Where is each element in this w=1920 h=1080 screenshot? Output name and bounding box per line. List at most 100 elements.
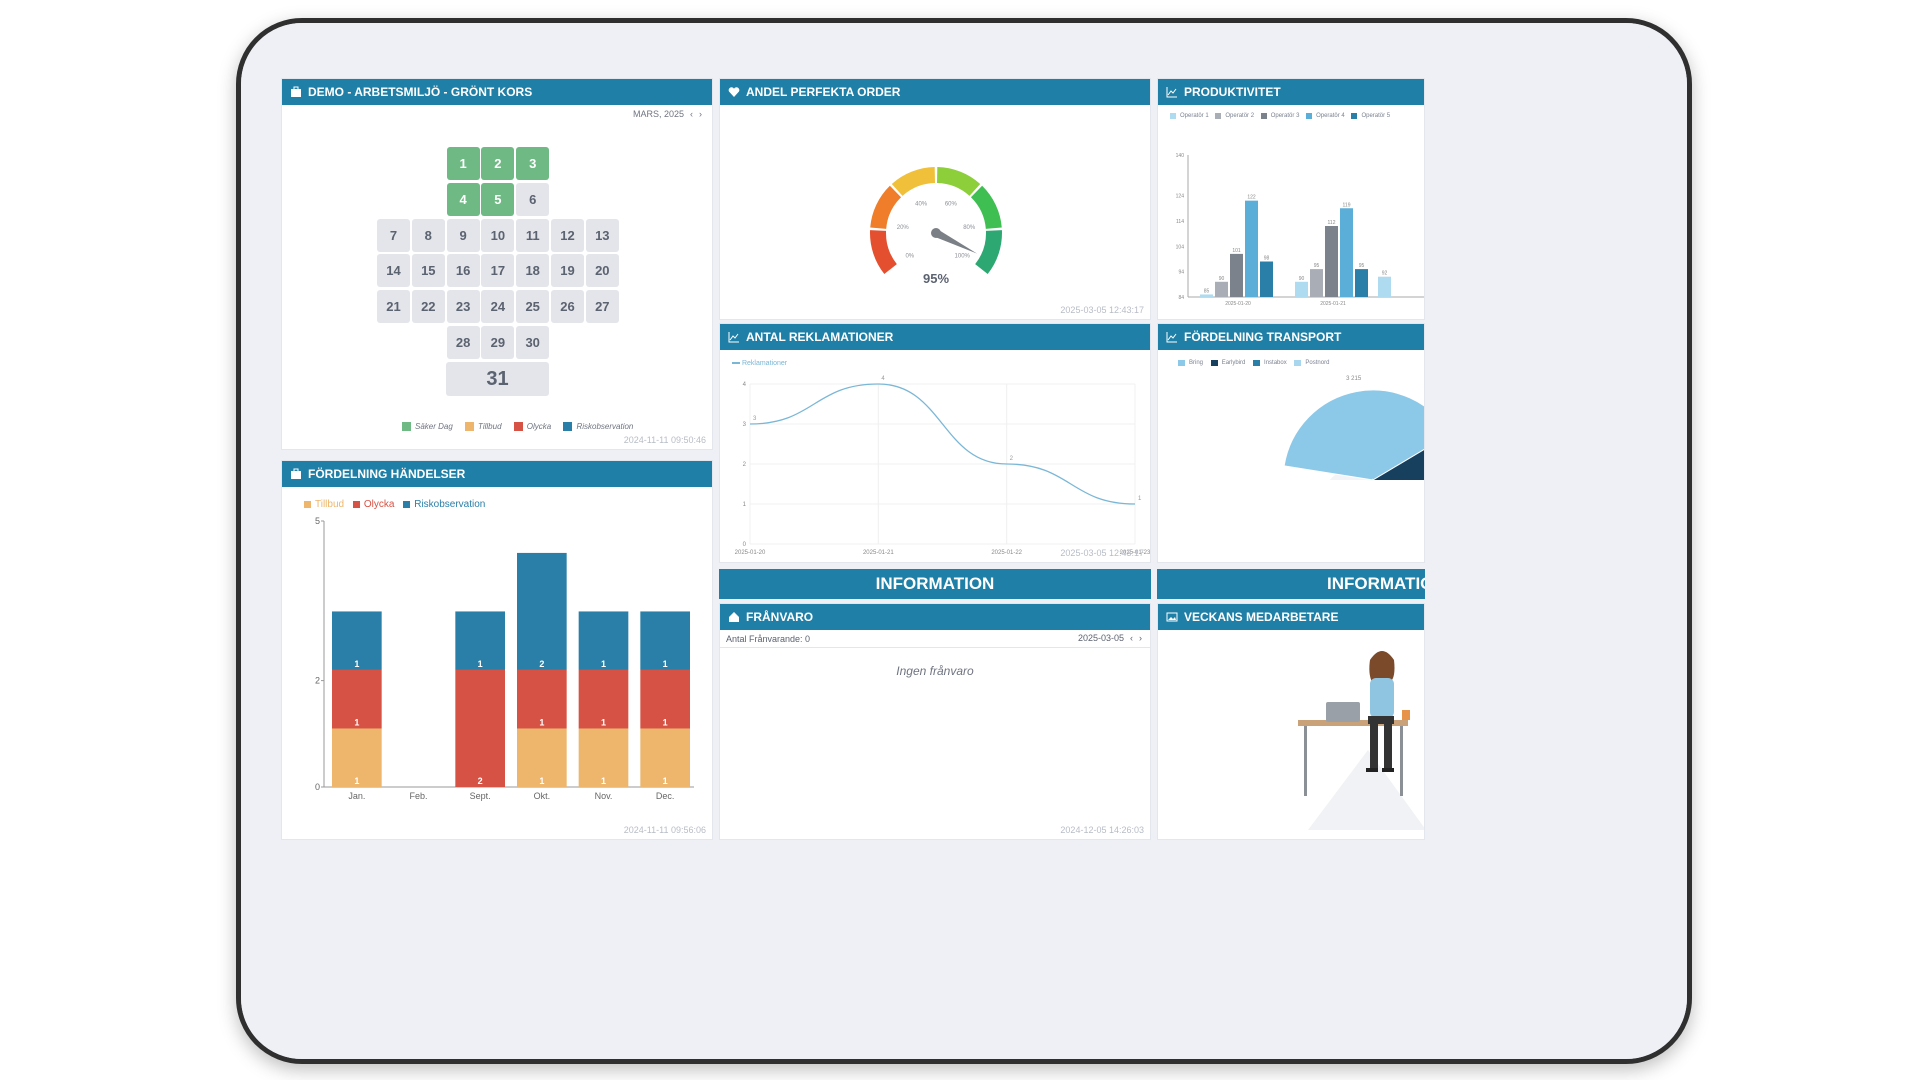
gauge-segment xyxy=(970,185,1002,230)
x-tick-label: 2025-01-22 xyxy=(991,550,1022,556)
productivity-chart: 84 94 104 114 124 140 85 90 101 122 98 2025-01-20 90… xyxy=(1176,153,1424,307)
x-tick-label: Dec. xyxy=(656,791,675,801)
bar-data-label: 95 xyxy=(1314,263,1320,269)
absence-prev-button[interactable]: ‹ xyxy=(1130,633,1133,643)
legend-label: Olycka xyxy=(363,499,395,510)
gauge-tick-label: 100% xyxy=(955,254,971,260)
bar xyxy=(1260,261,1273,297)
gauge-hub xyxy=(931,228,941,238)
calendar-day[interactable]: 25 xyxy=(516,290,550,324)
calendar-day[interactable]: 8 xyxy=(411,218,445,252)
bar-data-label: 90 xyxy=(1219,276,1225,282)
calendar-day[interactable]: 30 xyxy=(516,326,550,359)
calendar-day[interactable]: 9 xyxy=(446,218,480,252)
perfect-order-timestamp: 2025-03-05 12:43:17 xyxy=(1060,305,1144,315)
calendar-day[interactable]: 22 xyxy=(411,290,445,324)
calendar-day[interactable]: 2 xyxy=(481,147,515,180)
bar-data-label: 119 xyxy=(1343,202,1351,208)
calendar-day[interactable]: 6 xyxy=(516,182,550,216)
legend-label: Operatör 1 xyxy=(1180,113,1209,119)
line-chart-icon xyxy=(1166,332,1177,343)
productivity-panel: PRODUKTIVITET Operatör 1 Operatör 2 Oper… xyxy=(1157,78,1425,320)
information-banner-label: INFORMATION xyxy=(1327,574,1425,593)
prev-month-button[interactable]: ‹ xyxy=(690,109,693,119)
calendar-day[interactable]: 20 xyxy=(585,254,619,288)
absence-panel: FRÅNVARO Antal Frånvarande: 0 2025-03-05… xyxy=(719,603,1151,840)
legend-label: Tillbud xyxy=(315,499,345,510)
complaints-title: ANTAL REKLAMATIONER xyxy=(746,330,894,344)
y-tick-label: 114 xyxy=(1176,219,1184,225)
y-tick-label: 0 xyxy=(315,782,320,792)
gauge-tick-label: 40% xyxy=(915,201,928,207)
bar-data-label: 1 xyxy=(354,776,359,786)
line-chart-icon xyxy=(728,332,739,343)
x-tick-label: 2025-01-20 xyxy=(735,550,766,556)
bar-segment xyxy=(455,669,505,787)
y-tick-label: 1 xyxy=(743,502,747,508)
calendar-day[interactable]: 27 xyxy=(585,290,619,324)
calendar-day-31[interactable]: 31 xyxy=(446,362,549,396)
calendar-day[interactable]: 16 xyxy=(446,254,480,288)
information-banner-label: INFORMATION xyxy=(875,574,995,593)
tablet-frame: DEMO - ARBETSMILJÖ - GRÖNT KORS MARS, 20… xyxy=(236,18,1692,1064)
calendar-day[interactable]: 24 xyxy=(481,290,515,324)
calendar-day[interactable]: 17 xyxy=(481,254,515,288)
calendar-day[interactable]: 15 xyxy=(411,254,445,288)
employee-illustration xyxy=(1298,651,1424,830)
bar-data-label: 1 xyxy=(601,717,606,727)
gauge-tick-label: 60% xyxy=(945,201,958,207)
bar xyxy=(1200,294,1213,297)
information-banner-2: INFORMATION xyxy=(1157,569,1425,599)
calendar-day[interactable]: 10 xyxy=(481,218,515,252)
legend-label: Postnord xyxy=(1305,360,1330,366)
bar-data-label: 101 xyxy=(1232,248,1241,254)
calendar-day[interactable]: 18 xyxy=(516,254,550,288)
gauge-tick-label: 20% xyxy=(897,225,910,231)
bar-data-label: 90 xyxy=(1299,276,1305,282)
y-tick-label: 140 xyxy=(1176,153,1185,159)
calendar-day[interactable]: 14 xyxy=(377,254,410,288)
line-data-label: 2 xyxy=(1010,456,1014,462)
calendar-day[interactable]: 4 xyxy=(446,182,480,216)
calendar-day[interactable]: 7 xyxy=(377,218,410,252)
calendar-day[interactable]: 21 xyxy=(377,290,410,324)
transport-panel: FÖRDELNING TRANSPORT Bring Earlybird Ins… xyxy=(1157,323,1425,563)
bar-data-label: 85 xyxy=(1204,288,1210,294)
bar-segment xyxy=(332,669,382,729)
calendar-day[interactable]: 26 xyxy=(551,290,584,324)
bar-data-label: 1 xyxy=(663,659,668,669)
x-tick-label: Nov. xyxy=(595,791,613,801)
calendar-day[interactable]: 29 xyxy=(481,326,515,359)
bar-data-label: 1 xyxy=(601,659,606,669)
bar-data-label: 112 xyxy=(1328,220,1336,226)
absence-title: FRÅNVARO xyxy=(746,610,814,624)
y-tick-label: 104 xyxy=(1176,244,1185,250)
y-tick-label: 124 xyxy=(1176,194,1185,200)
legend-label: Riskobservation xyxy=(576,422,634,431)
y-tick-label: 94 xyxy=(1178,270,1184,276)
next-month-button[interactable]: › xyxy=(699,109,702,119)
gauge-value-label: 95% xyxy=(923,271,949,286)
bar-data-label: 1 xyxy=(354,717,359,727)
calendar-day[interactable]: 28 xyxy=(446,326,480,359)
calendar-day[interactable]: 13 xyxy=(585,218,619,252)
calendar-day[interactable]: 11 xyxy=(516,218,550,252)
absence-next-button[interactable]: › xyxy=(1139,633,1142,643)
bar-data-label: 95 xyxy=(1359,263,1365,269)
employee-title: VECKANS MEDARBETARE xyxy=(1184,610,1339,624)
calendar-day[interactable]: 23 xyxy=(446,290,480,324)
absence-toolbar: Antal Frånvarande: 0 2025-03-05 ‹ › xyxy=(720,630,1150,648)
calendar-day[interactable]: 5 xyxy=(481,182,515,216)
absence-count: Antal Frånvarande: 0 xyxy=(726,634,811,644)
complaints-legend: Reklamationer xyxy=(732,360,787,367)
calendar-day[interactable]: 1 xyxy=(446,147,480,180)
x-tick-label: Feb. xyxy=(409,791,427,801)
employee-header: VECKANS MEDARBETARE xyxy=(1158,604,1424,630)
calendar-day[interactable]: 3 xyxy=(516,147,550,180)
calendar-day[interactable]: 12 xyxy=(551,218,584,252)
calendar-title: DEMO - ARBETSMILJÖ - GRÖNT KORS xyxy=(308,85,533,99)
bar-segment xyxy=(332,728,382,787)
calendar-day[interactable]: 19 xyxy=(551,254,584,288)
bar-segment xyxy=(517,552,567,670)
x-tick-label: Okt. xyxy=(534,791,551,801)
